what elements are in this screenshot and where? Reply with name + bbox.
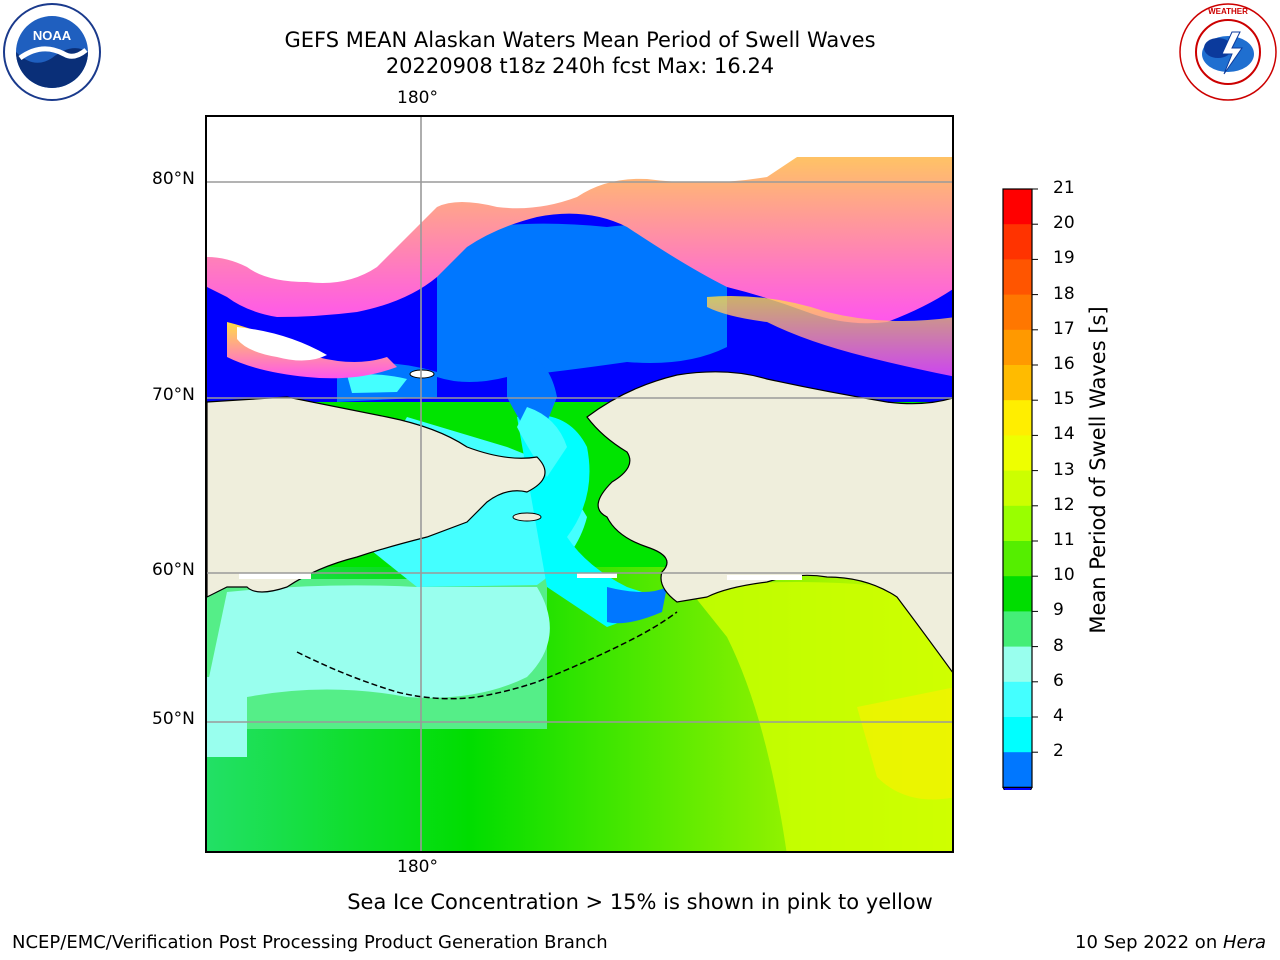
footer-credit: NCEP/EMC/Verification Post Processing Pr… xyxy=(12,932,608,953)
alaska-land xyxy=(586,371,952,673)
gridlines xyxy=(207,117,952,851)
footer-host: Hera xyxy=(1222,932,1266,953)
colorbar-box xyxy=(1003,752,1032,788)
colorbar-tick-label: 17 xyxy=(1053,318,1075,339)
colorbar-box xyxy=(1003,400,1032,436)
lon-label-bottom: 180° xyxy=(397,857,438,877)
aleutian-islands xyxy=(296,611,678,700)
noaa-logo: NOAA xyxy=(3,3,101,101)
lat-label-60: 60°N xyxy=(152,560,195,580)
colorbar-box xyxy=(1003,646,1032,683)
colorbar-box xyxy=(1003,189,1032,225)
map-field xyxy=(207,117,952,851)
colorbar-tick-label: 21 xyxy=(1053,178,1075,198)
colorbar-box xyxy=(1003,259,1032,296)
colorbar-tick-label: 4 xyxy=(1053,706,1064,726)
sea-ice-footnote: Sea Ice Concentration > 15% is shown in … xyxy=(347,890,933,914)
colorbar-box xyxy=(1003,576,1032,612)
svg-text:WEATHER: WEATHER xyxy=(1208,7,1248,16)
colorbar-box xyxy=(1003,329,1032,366)
colorbar-tick-label: 14 xyxy=(1053,424,1075,445)
colorbar-box xyxy=(1003,611,1032,648)
colorbar-tick-label: 15 xyxy=(1053,389,1075,410)
colorbar-tick-label: 20 xyxy=(1053,213,1075,234)
colorbar-tick-label: 12 xyxy=(1053,494,1075,515)
colorbar-tick-label: 11 xyxy=(1053,530,1075,550)
svg-text:NOAA: NOAA xyxy=(33,28,72,43)
colorbar-tick-label: 16 xyxy=(1053,354,1075,374)
colorbar-box xyxy=(1003,435,1032,472)
colorbar-title: Mean Period of Swell Waves [s] xyxy=(1086,306,1110,634)
chart-title: GEFS MEAN Alaskan Waters Mean Period of … xyxy=(284,28,876,52)
lon-label-top: 180° xyxy=(397,88,438,108)
nws-logo: WEATHER xyxy=(1179,3,1277,101)
colorbar-box xyxy=(1003,470,1032,507)
colorbar xyxy=(1002,188,1038,790)
map-panel xyxy=(205,115,954,853)
colorbar-tick-label: 10 xyxy=(1053,565,1075,586)
colorbar-box xyxy=(1003,541,1032,577)
colorbar-box xyxy=(1003,717,1032,753)
colorbar-box xyxy=(1003,505,1032,542)
colorbar-tick-label: 9 xyxy=(1053,600,1064,621)
colorbar-box xyxy=(1003,294,1032,331)
chart-subtitle: 20220908 t18z 240h fcst Max: 16.24 xyxy=(385,54,775,78)
colorbar-tick-label: 8 xyxy=(1053,635,1064,656)
colorbar-box xyxy=(1003,681,1032,718)
colorbar-box xyxy=(1003,224,1032,260)
colorbar-tick-label: 6 xyxy=(1053,670,1064,691)
colorbar-tick-label: 18 xyxy=(1053,283,1075,304)
lat-label-80: 80°N xyxy=(152,169,195,189)
colorbar-tick-label: 2 xyxy=(1053,741,1064,762)
footer-date-text: 10 Sep 2022 on xyxy=(1075,932,1223,953)
siberia-land xyxy=(207,396,546,598)
lat-label-50: 50°N xyxy=(152,709,195,729)
lat-label-70: 70°N xyxy=(152,385,195,405)
colorbar-tick-label: 19 xyxy=(1053,248,1075,269)
colorbar-box xyxy=(1003,365,1032,401)
footer-date: 10 Sep 2022 on Hera xyxy=(1075,932,1266,953)
colorbar-tick-label: 13 xyxy=(1053,459,1075,480)
